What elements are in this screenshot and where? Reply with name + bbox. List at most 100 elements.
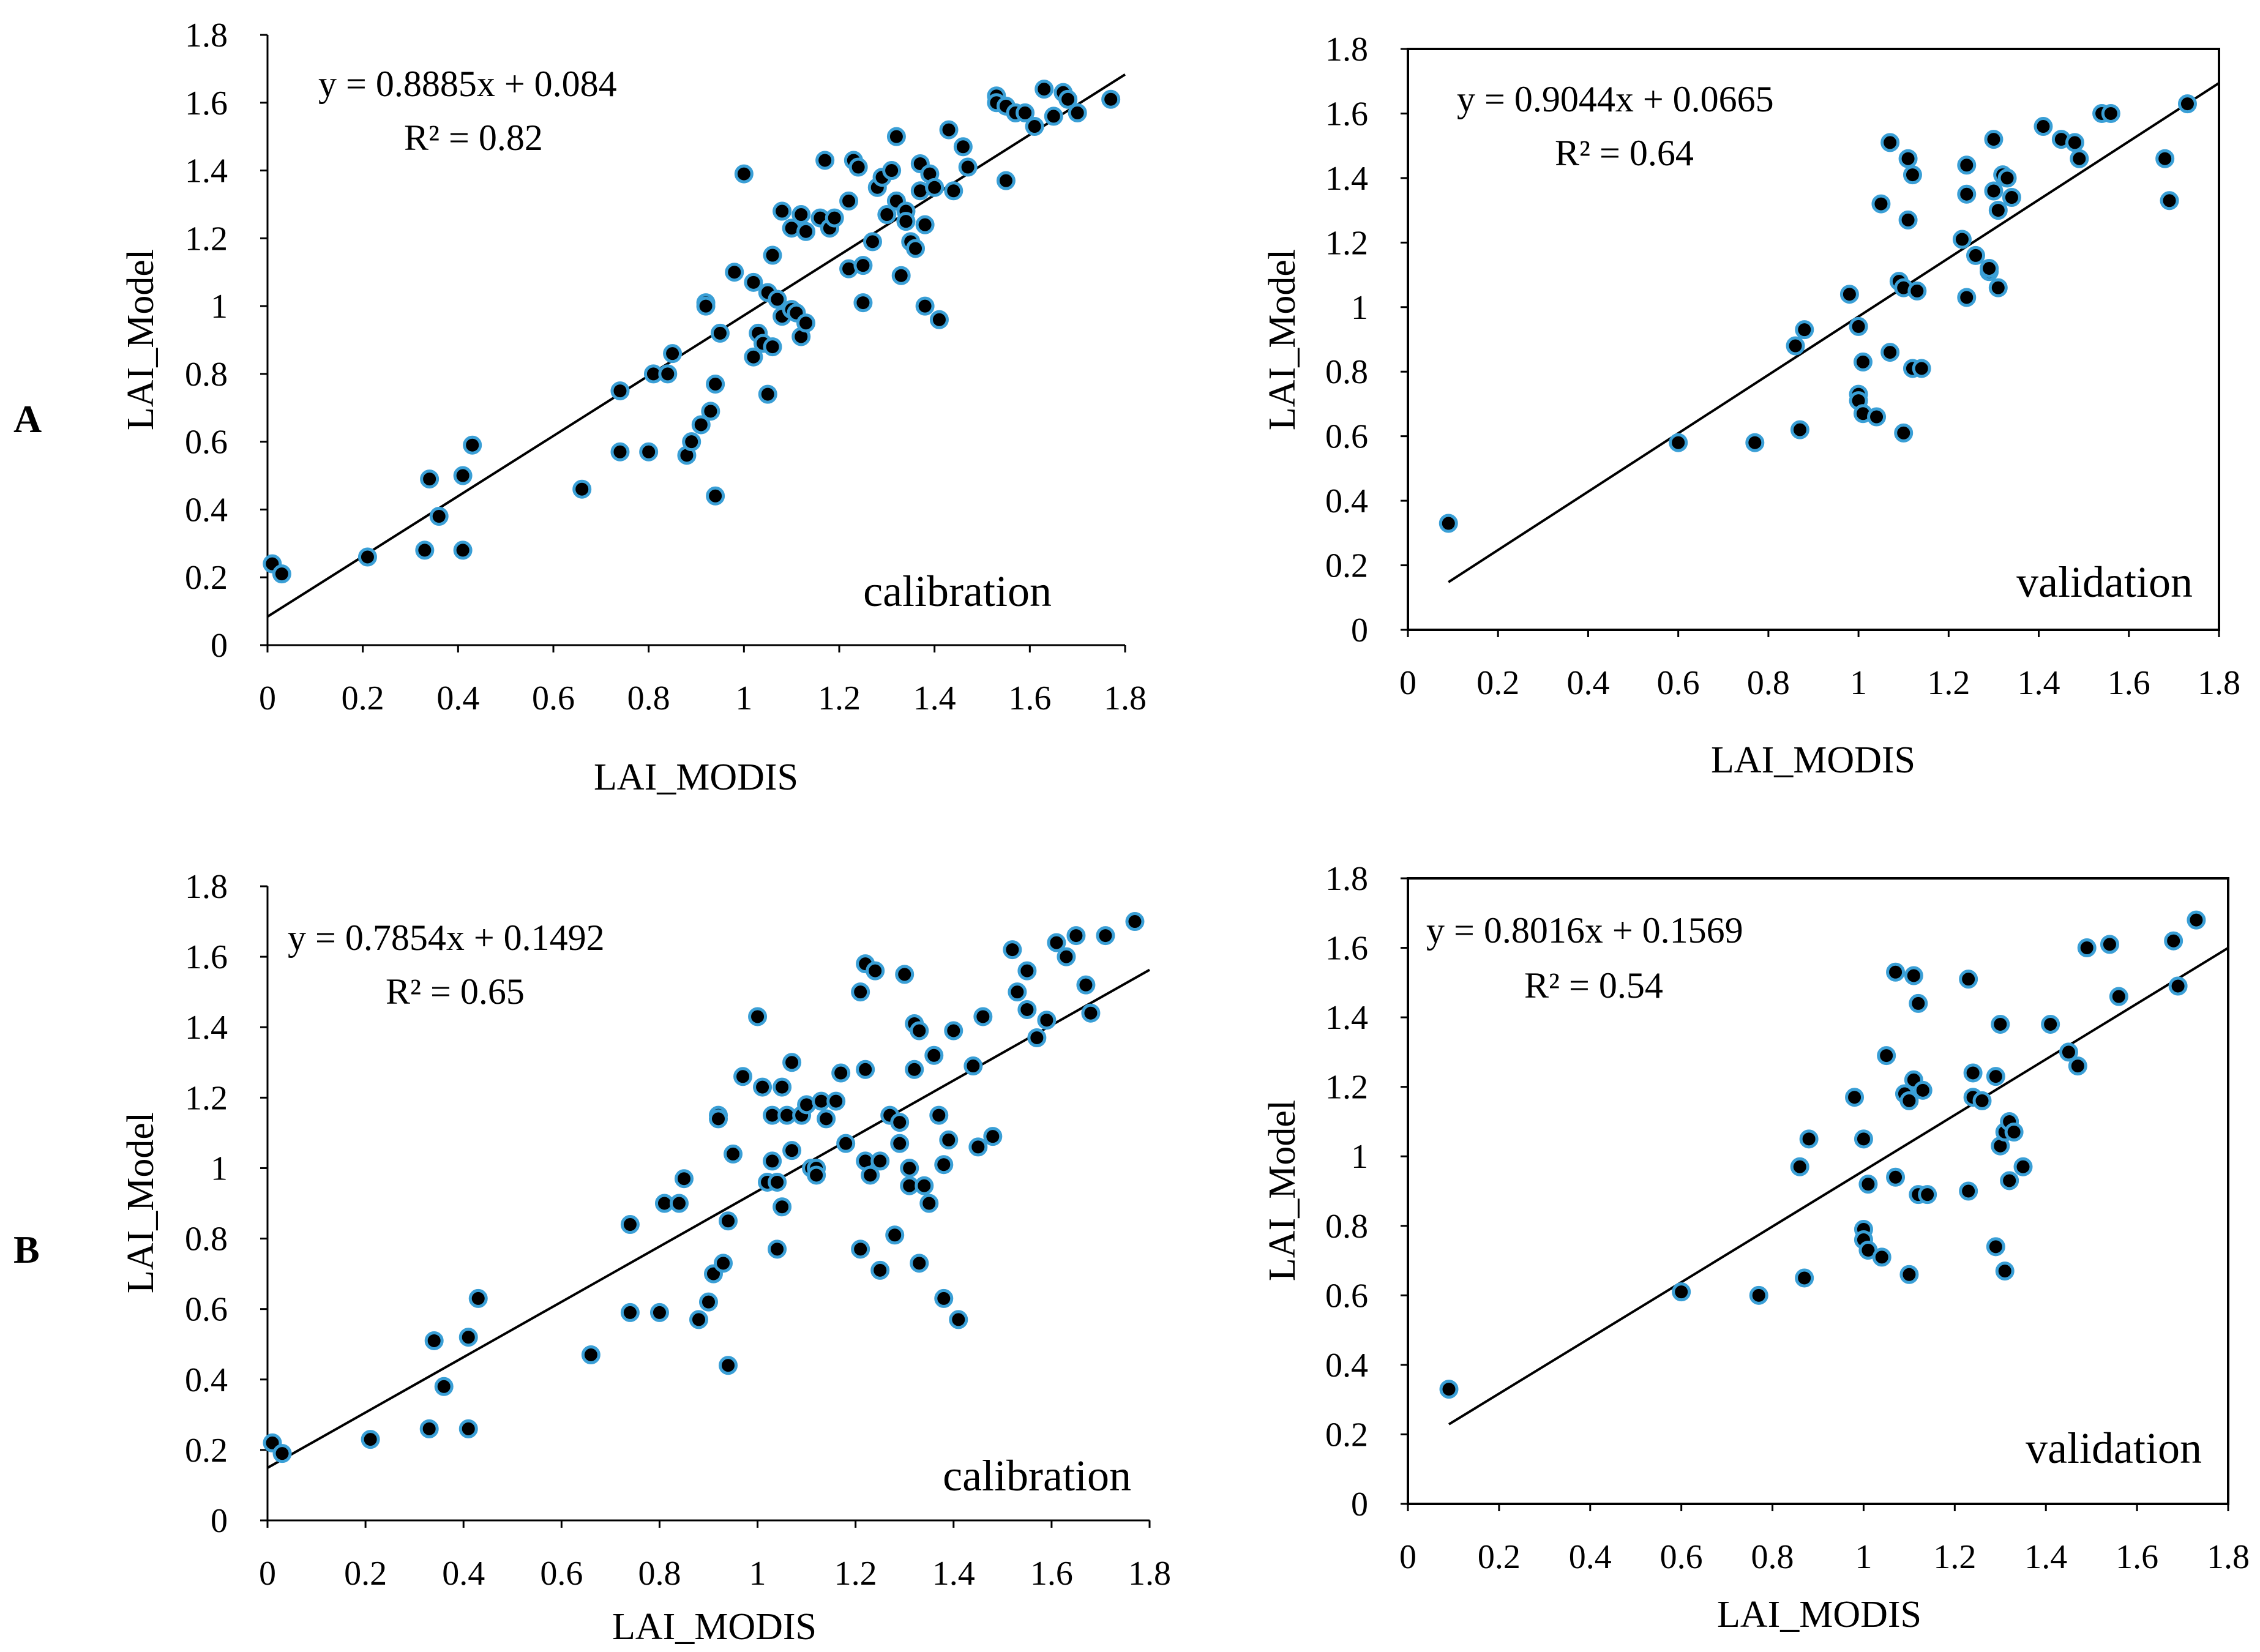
x-tick-label: 1 — [1850, 664, 1867, 702]
data-point — [1439, 1380, 1459, 1399]
data-point — [906, 239, 926, 258]
regression-equation: y = 0.8885x + 0.084 — [318, 64, 617, 104]
data-point — [1986, 1237, 2005, 1257]
data-point — [856, 1060, 875, 1079]
y-tick-label: 0.4 — [185, 1361, 228, 1399]
data-point — [939, 120, 959, 140]
x-axis-label: LAI_MODIS — [612, 1606, 817, 1648]
data-point — [714, 1254, 733, 1273]
data-point — [768, 1172, 787, 1192]
data-point — [1909, 993, 1928, 1013]
x-tick-label: 0 — [1399, 664, 1416, 702]
data-point — [2160, 191, 2179, 211]
trendline — [1448, 81, 2220, 583]
data-point — [915, 1176, 934, 1195]
dataset-annotation: calibration — [863, 567, 1052, 616]
data-point — [910, 1254, 929, 1273]
data-point — [1035, 80, 1054, 99]
chart-B-calibration: 0 0.2 0.4 0.6 0.8 1 1.2 1.4 1.6 1.8 0 0.2 0.4 0.6 0.8 1… — [120, 868, 1171, 1648]
y-tick-label: 0 — [1351, 611, 1368, 649]
y-tick-label: 0.6 — [185, 1291, 228, 1329]
y-tick-label: 1 — [1351, 289, 1368, 327]
data-point — [2070, 149, 2089, 168]
r-squared: R² = 0.64 — [1555, 133, 1694, 173]
data-point — [719, 1211, 738, 1231]
data-point — [1669, 433, 1688, 452]
x-tick-label: 1.8 — [2207, 1538, 2250, 1576]
data-point — [429, 507, 449, 526]
data-point — [1096, 926, 1115, 946]
data-point — [1988, 278, 2008, 297]
data-point — [753, 1077, 773, 1097]
data-point — [925, 178, 945, 197]
data-point — [2002, 188, 2021, 207]
data-point — [1899, 1265, 1919, 1284]
data-point — [929, 310, 949, 329]
data-point — [896, 212, 916, 231]
data-point — [744, 272, 763, 292]
x-tick-label: 0 — [259, 679, 276, 717]
data-point — [2059, 1042, 2078, 1062]
data-point — [1997, 168, 2017, 188]
data-point — [272, 1444, 292, 1463]
data-point — [2013, 1157, 2033, 1176]
data-point — [1986, 1067, 2005, 1086]
y-tick-label: 1.8 — [1325, 31, 1368, 69]
data-point — [1988, 201, 2008, 220]
x-tick-label: 1.8 — [1128, 1555, 1171, 1593]
data-point — [610, 381, 630, 401]
row-label-b: B — [13, 1228, 40, 1271]
x-tick-label: 1.2 — [834, 1555, 877, 1593]
data-point — [1795, 1268, 1814, 1288]
data-point — [1957, 155, 1977, 175]
data-point — [658, 364, 678, 384]
x-tick-label: 1 — [749, 1555, 766, 1593]
data-point — [699, 1292, 718, 1312]
y-tick-label: 0 — [211, 627, 228, 665]
y-tick-label: 1.8 — [185, 17, 228, 54]
data-point — [807, 1165, 826, 1185]
data-point — [796, 313, 816, 333]
data-point — [1853, 352, 1873, 372]
data-point — [1898, 210, 1918, 230]
x-tick-label: 0.6 — [1657, 664, 1700, 702]
data-point — [886, 127, 906, 146]
chart-B-validation: 0 0.2 0.4 0.6 0.8 1 1.2 1.4 1.6 1.8 0 0.2 0.4 0.6 0.8 1… — [1262, 860, 2250, 1635]
data-point — [420, 469, 440, 489]
data-point — [1068, 103, 1087, 122]
data-point — [877, 205, 897, 225]
data-point — [910, 1021, 929, 1041]
data-point — [669, 1194, 689, 1213]
data-point — [895, 965, 915, 984]
x-tick-label: 0.8 — [627, 679, 670, 717]
x-tick-label: 0.4 — [436, 679, 479, 717]
data-point — [610, 442, 630, 462]
data-point — [706, 486, 725, 506]
x-tick-label: 0.8 — [638, 1555, 681, 1593]
y-tick-label: 1.8 — [185, 868, 228, 906]
x-axis-label: LAI_MODIS — [1711, 739, 1915, 781]
y-axis-label: LAI_Model — [120, 1112, 162, 1293]
data-point — [1003, 940, 1022, 960]
data-point — [424, 1331, 444, 1350]
data-point — [1858, 1175, 1878, 1194]
x-tick-label: 1.6 — [1030, 1555, 1073, 1593]
data-point — [1672, 1282, 1691, 1302]
data-point — [453, 540, 473, 560]
y-tick-label: 0.8 — [1325, 353, 1368, 391]
x-tick-label: 0.6 — [532, 679, 575, 717]
data-point — [817, 1109, 836, 1129]
y-tick-label: 1.4 — [1325, 999, 1368, 1037]
y-tick-label: 0.6 — [1325, 418, 1368, 456]
dataset-annotation: validation — [2016, 558, 2193, 607]
data-point — [1076, 975, 1096, 995]
regression-equation: y = 0.8016x + 0.1569 — [1426, 910, 1743, 951]
row-label-a: A — [13, 397, 42, 441]
data-point — [934, 1288, 954, 1308]
data-point — [620, 1215, 640, 1235]
y-tick-label: 1 — [211, 1149, 228, 1187]
data-point — [1037, 1011, 1057, 1030]
data-point — [1894, 423, 1914, 443]
y-tick-label: 0.4 — [185, 491, 228, 529]
